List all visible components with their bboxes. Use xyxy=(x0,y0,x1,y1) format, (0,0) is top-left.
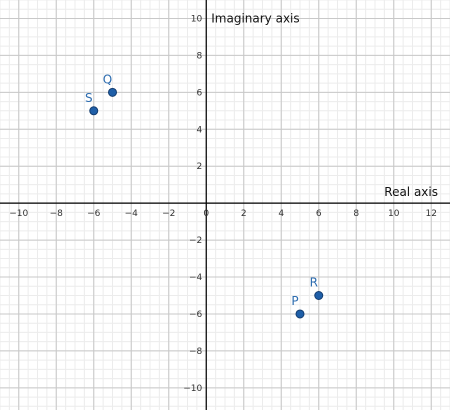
y-tick-label: 6 xyxy=(197,88,203,98)
point-s: S xyxy=(85,91,99,116)
x-tick-label: 4 xyxy=(278,209,284,219)
x-tick-label: −2 xyxy=(162,209,175,219)
y-tick-label: 10 xyxy=(191,14,203,24)
y-tick-label: −6 xyxy=(189,310,203,320)
x-tick-label: −8 xyxy=(50,209,64,219)
x-axis-title: Real axis xyxy=(384,185,438,199)
point-q: Q xyxy=(103,72,117,97)
y-tick-label: −4 xyxy=(189,273,203,283)
x-tick-label: 2 xyxy=(241,209,247,219)
tick-labels: −10 −8 −6 −4 −2 0 2 4 6 8 10 12 −10 −8 −6 −4 −2 2 4 6 8 10 xyxy=(9,14,437,393)
x-tick-label: −10 xyxy=(9,209,28,219)
y-tick-label: 4 xyxy=(197,125,203,135)
x-tick-label: 0 xyxy=(203,209,209,219)
point-label: R xyxy=(310,275,318,289)
x-tick-label: −6 xyxy=(87,209,101,219)
point-p: P xyxy=(291,294,305,319)
x-tick-label: 10 xyxy=(388,209,400,219)
x-tick-label: 12 xyxy=(426,209,437,219)
x-tick-label: −4 xyxy=(125,209,139,219)
y-tick-label: 2 xyxy=(197,162,203,172)
y-tick-label: −8 xyxy=(189,347,203,357)
x-tick-label: 8 xyxy=(353,209,359,219)
x-tick-label: 6 xyxy=(316,209,322,219)
point-marker xyxy=(295,309,305,319)
y-tick-label: 8 xyxy=(197,51,203,61)
y-tick-label: −2 xyxy=(189,236,202,246)
points: QS RP xyxy=(85,72,324,319)
point-marker xyxy=(89,106,99,116)
point-r: R xyxy=(310,275,324,300)
point-label: S xyxy=(85,91,93,105)
y-tick-label: −10 xyxy=(183,384,202,394)
y-axis-title: Imaginary axis xyxy=(211,11,299,25)
point-label: Q xyxy=(103,72,112,86)
point-marker xyxy=(108,87,117,97)
point-marker xyxy=(314,290,324,300)
point-label: P xyxy=(291,294,298,308)
